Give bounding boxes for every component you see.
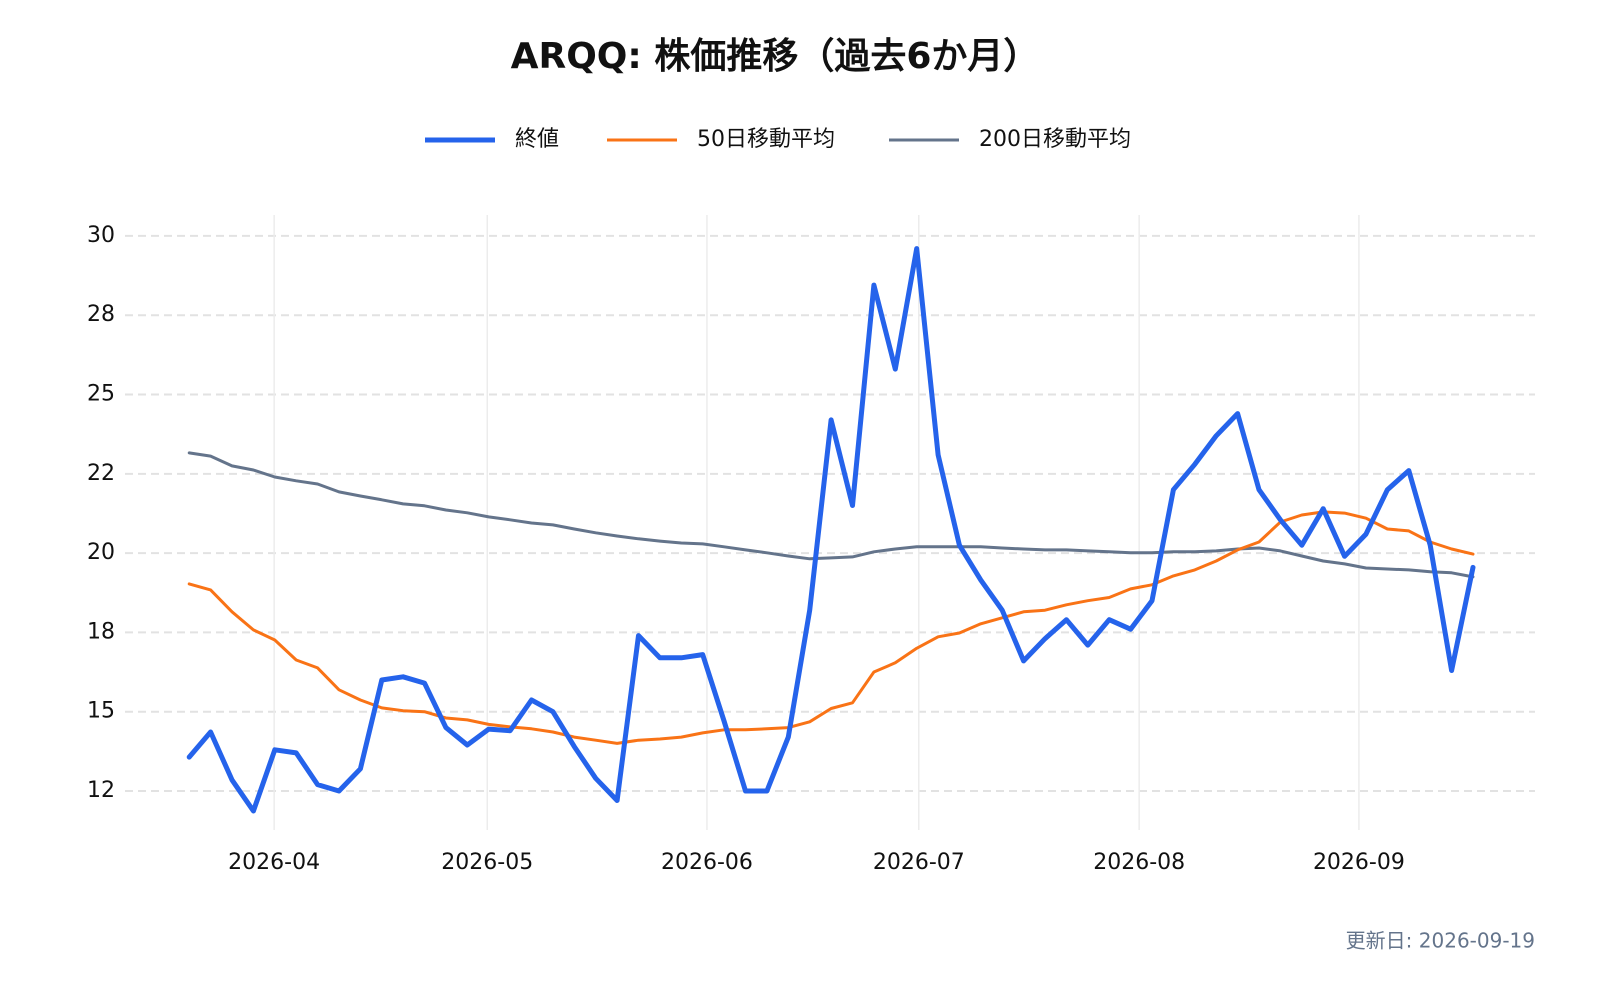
x-tick-label: 2026-04 (228, 850, 320, 875)
chart-title: ARQQ: 株価推移（過去6か月） (511, 36, 1040, 77)
legend-label: 終値 (515, 127, 559, 152)
series-line (186, 246, 1476, 814)
y-tick-label: 30 (87, 223, 115, 248)
x-tick-label: 2026-07 (873, 850, 965, 875)
legend-label: 50日移動平均 (697, 127, 835, 152)
x-tick-label: 2026-06 (661, 850, 753, 875)
y-tick-label: 25 (87, 382, 115, 407)
y-tick-label: 20 (87, 540, 115, 565)
series-line (187, 510, 1475, 745)
y-tick-label: 22 (87, 461, 115, 486)
x-tick-label: 2026-05 (441, 850, 533, 875)
series-line (187, 451, 1475, 579)
x-tick-label: 2026-08 (1093, 850, 1185, 875)
y-tick-label: 12 (87, 778, 115, 803)
footer-note: 更新日: 2026-09-19 (1346, 929, 1535, 953)
y-tick-label: 18 (87, 619, 115, 644)
legend-label: 200日移動平均 (979, 127, 1131, 152)
y-tick-label: 28 (87, 302, 115, 327)
y-tick-label: 15 (87, 699, 115, 724)
x-tick-label: 2026-09 (1313, 850, 1405, 875)
